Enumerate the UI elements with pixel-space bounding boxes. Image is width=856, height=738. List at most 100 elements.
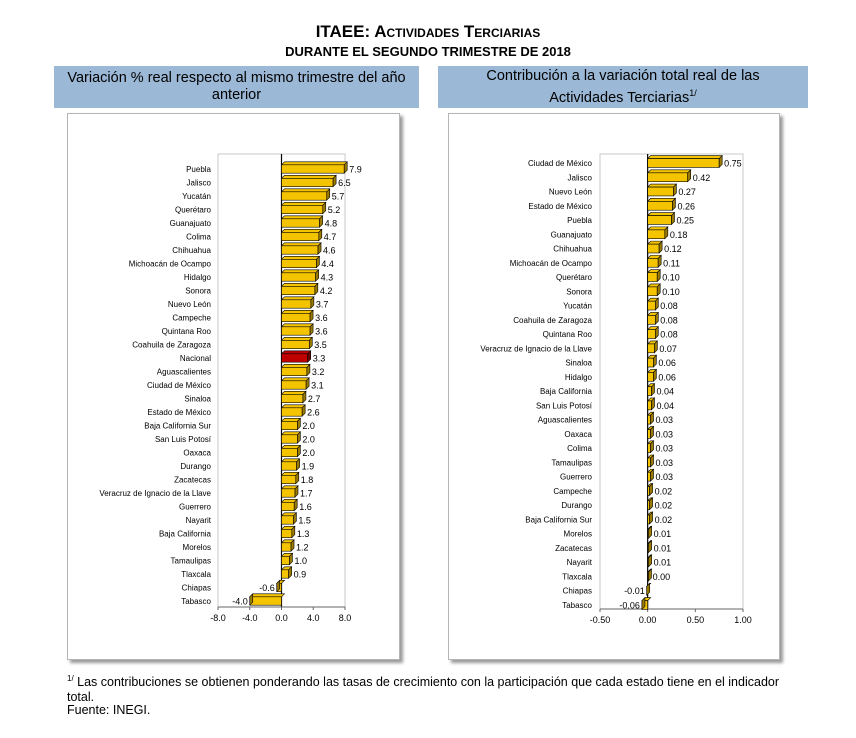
category-label: Zacatecas: [555, 544, 592, 553]
bar-side: [656, 268, 661, 283]
bar-side: [310, 296, 315, 309]
category-label: Ciudad de México: [528, 159, 593, 168]
category-label: Aguascalientes: [157, 368, 211, 377]
x-tick-label: 0.00: [639, 615, 657, 625]
bar-top: [280, 310, 314, 314]
bar: [281, 556, 290, 565]
bar: [281, 178, 334, 187]
bar: [647, 286, 658, 297]
value-label: 3.7: [316, 300, 329, 310]
bar-side: [649, 482, 653, 497]
value-label: 0.06: [658, 372, 676, 382]
bar-top: [280, 242, 322, 247]
bar: [281, 232, 320, 241]
left-chart-panel: -8.0 -4.0 0.0 4.0 8.0 Puebla 7.9 Jalisco 6.5 Yuca…: [67, 113, 400, 660]
bar-side: [651, 397, 655, 411]
bar-top: [280, 404, 306, 409]
category-label: Veracruz de Ignacio de la Llave: [480, 344, 592, 353]
value-label: 2.0: [302, 421, 315, 431]
value-label: 0.18: [670, 230, 688, 240]
value-label: 0.00: [653, 572, 671, 582]
category-label: Sonora: [185, 287, 211, 296]
bar-side: [649, 497, 653, 511]
bar-side: [314, 282, 319, 296]
bar-top: [280, 269, 320, 274]
bar: [647, 443, 651, 453]
bar-top: [280, 283, 319, 287]
category-label: Ciudad de México: [147, 381, 212, 390]
value-label: 1.7: [300, 489, 313, 499]
value-label: 4.8: [325, 219, 338, 229]
bar: [647, 386, 652, 396]
value-label: 0.06: [658, 358, 676, 368]
category-label: Nuevo León: [549, 188, 592, 197]
bar-top: [646, 212, 676, 216]
value-label: 0.11: [663, 258, 680, 268]
value-label: 1.9: [302, 462, 315, 472]
category-label: San Luis Potosí: [155, 435, 212, 444]
bar: [281, 205, 324, 214]
category-label: Estado de México: [147, 408, 211, 417]
bar: [647, 186, 674, 197]
value-label: 3.5: [314, 340, 327, 350]
bar-side: [658, 240, 663, 254]
bar: [647, 400, 652, 411]
bar-side: [343, 161, 348, 174]
value-label: 2.7: [308, 394, 321, 404]
value-label: 2.0: [302, 448, 315, 458]
value-label: 0.02: [655, 486, 673, 496]
bar: [647, 343, 655, 354]
bar: [281, 272, 316, 282]
bar-side: [309, 309, 314, 323]
category-label: Tabasco: [562, 601, 592, 610]
bar: [281, 313, 311, 322]
bar-side: [249, 593, 254, 606]
bar: [281, 475, 297, 484]
bar: [647, 229, 666, 240]
bar: [281, 461, 297, 471]
bar: [281, 259, 317, 268]
category-label: Yucatán: [182, 192, 211, 201]
category-label: Baja California Sur: [144, 422, 211, 431]
value-label: 1.6: [299, 502, 312, 512]
bar-side: [641, 596, 646, 611]
value-label: 1.5: [298, 516, 311, 526]
value-label: 1.2: [296, 543, 309, 553]
value-label: 0.02: [655, 515, 673, 525]
category-label: Durango: [180, 462, 211, 471]
value-label: -0.01: [624, 586, 645, 596]
bar-side: [276, 579, 281, 593]
bar-side: [294, 485, 299, 498]
source-note: Fuente: INEGI.: [67, 703, 150, 718]
left-panel-header: Variación % real respecto al mismo trime…: [54, 66, 419, 108]
value-label: 3.6: [315, 327, 328, 337]
value-label: 4.6: [323, 246, 336, 256]
category-label: Puebla: [567, 216, 592, 225]
category-label: Yucatán: [563, 302, 592, 311]
bar-side: [293, 512, 297, 525]
bar-side: [672, 197, 676, 211]
value-label: 0.03: [656, 444, 674, 454]
bar-side: [319, 215, 323, 228]
bar: [647, 258, 659, 268]
x-tick-label: 8.0: [339, 613, 352, 623]
bar: [281, 542, 292, 552]
bar-top: [646, 169, 692, 174]
value-label: 0.03: [656, 429, 674, 439]
value-label: 0.25: [677, 216, 695, 226]
bar: [647, 414, 651, 425]
bar: [647, 158, 720, 168]
value-label: 0.10: [662, 287, 680, 297]
bar-top: [280, 296, 315, 301]
bar: [647, 272, 658, 282]
value-label: 4.3: [321, 273, 334, 283]
category-label: Chiapas: [182, 584, 211, 593]
value-label: 4.4: [321, 259, 334, 269]
bar-side: [297, 431, 301, 444]
bar-side: [297, 417, 301, 431]
bar: [281, 529, 293, 538]
chart-title: ITAEE: Actividades Terciarias: [0, 22, 856, 42]
value-label: 6.5: [338, 178, 351, 188]
bar-side: [673, 183, 677, 197]
value-label: 0.01: [654, 543, 672, 553]
